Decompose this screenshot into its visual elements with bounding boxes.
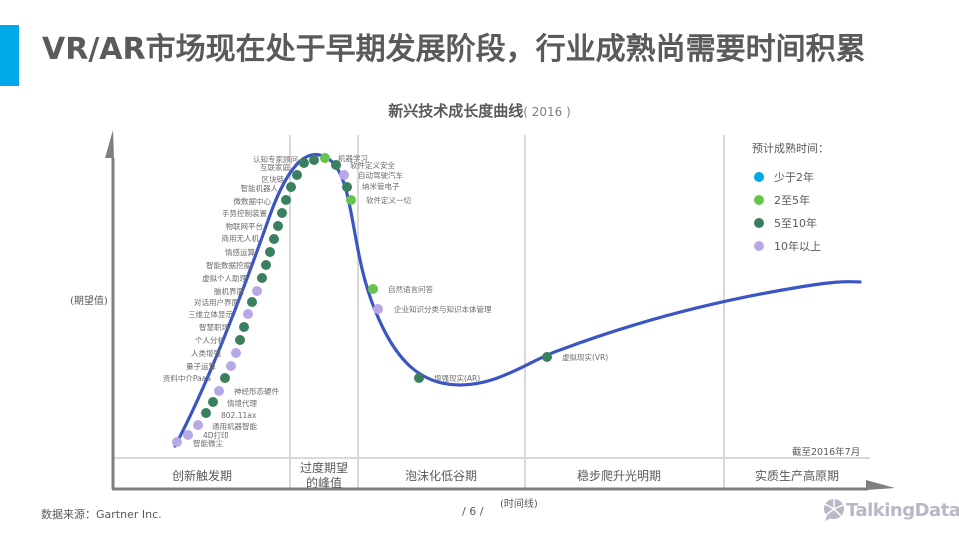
talkingdata-logo: TalkingData <box>822 498 959 522</box>
label: 自动驾驶汽车 <box>358 170 403 180</box>
label: 软件定义安全 <box>350 160 395 170</box>
phase-plateau: 实质生产高原期 <box>755 468 839 483</box>
phase-peak-line1: 过度期望 <box>300 460 348 475</box>
label: 认知专家顾问 <box>253 154 298 164</box>
technology-labels-right: 机器学习 软件定义安全 自动驾驶汽车 纳米管电子 软件定义一切 自然语言问答 企… <box>338 153 608 383</box>
technology-points <box>172 153 552 447</box>
phase-peak-line2: 的峰值 <box>306 475 342 490</box>
legend-dot-icon <box>754 171 764 182</box>
chart-title-year: ( 2016 ) <box>523 105 571 119</box>
y-axis-label: (期望值) <box>70 296 108 307</box>
phase-slope: 稳步爬升光明期 <box>577 468 661 483</box>
phase-trough: 泡沫化低谷期 <box>405 469 477 483</box>
label: 企业知识分类与知识本体管理 <box>394 304 492 314</box>
phase-labels: 创新触发期 过度期望 的峰值 泡沫化低谷期 稳步爬升光明期 实质生产高原期 <box>172 460 839 490</box>
label: 互联家庭 <box>260 162 290 172</box>
label: 个人分析 <box>195 335 225 345</box>
legend-dot-icon <box>754 240 764 251</box>
label: 软件定义一切 <box>366 195 411 205</box>
label: 虚拟个人助理 <box>202 273 247 283</box>
hype-curve <box>173 153 862 448</box>
legend-dot-icon <box>754 194 764 205</box>
as-of-date: 截至2016年7月 <box>792 447 861 458</box>
legend-item: 10年以上 <box>752 234 829 257</box>
legend-label: 5至10年 <box>774 216 817 230</box>
label: 虚拟现实(VR) <box>562 352 608 362</box>
label: 三维立体显示 <box>188 309 233 319</box>
legend-title: 预计成熟时间： <box>752 142 829 155</box>
label: 资料中介PaaS <box>163 373 211 383</box>
legend-item: 少于2年 <box>752 165 829 188</box>
x-axis-arrow-icon <box>866 480 895 490</box>
label: 4D打印 <box>203 430 229 440</box>
slide-title: VR/AR市场现在处于早期发展阶段，行业成熟尚需要时间积累 <box>42 32 866 67</box>
x-axis-label: (时间线) <box>500 499 538 510</box>
label: 智能微尘 <box>193 438 223 448</box>
technology-labels-left: 认知专家顾问 互联家庭 区块链 智能机器人 微数据中心 手势控制装置 物联网平台… <box>163 154 298 383</box>
legend-label: 少于2年 <box>774 170 814 184</box>
label: 神经形态硬件 <box>234 386 279 396</box>
page-number: / 6 / <box>462 505 484 518</box>
label: 802.11ax <box>221 411 257 420</box>
phase-dividers <box>114 135 870 490</box>
label: 机器学习 <box>338 153 368 163</box>
phase-innovation-trigger: 创新触发期 <box>172 468 232 483</box>
label: 人类增强 <box>191 348 221 358</box>
legend-item: 5至10年 <box>752 211 829 234</box>
label: 通用机器智能 <box>212 421 257 431</box>
label: 智慧职场 <box>199 322 229 332</box>
label: 智能机器人 <box>241 183 279 193</box>
label: 对话用户界面 <box>194 297 239 307</box>
technology-labels-lower: 神经形态硬件 情境代理 802.11ax 通用机器智能 4D打印 智能微尘 <box>193 386 279 448</box>
label: 脑机界面 <box>214 286 244 296</box>
label: 增强现实(AR) <box>434 373 480 383</box>
label: 手势控制装置 <box>222 208 267 218</box>
label: 情境代理 <box>227 398 257 408</box>
legend-label: 2至5年 <box>774 193 810 207</box>
legend: 预计成熟时间： 少于2年 2至5年 5至10年 10年以上 <box>752 140 829 257</box>
logo-text: TalkingData <box>846 499 959 521</box>
legend-item: 2至5年 <box>752 188 829 211</box>
y-axis-arrow-icon <box>105 130 114 158</box>
chart-title-text: 新兴技术成长度曲线 <box>388 102 524 120</box>
label: 纳米管电子 <box>362 181 400 191</box>
label: 情感运算 <box>225 247 255 257</box>
chart-title: 新兴技术成长度曲线( 2016 ) <box>0 100 959 121</box>
label: 智能数据挖掘 <box>206 260 251 270</box>
title-accent-bar <box>0 25 19 86</box>
label: 物联网平台 <box>226 221 264 231</box>
axes <box>105 130 895 491</box>
legend-dot-icon <box>754 217 764 228</box>
label: 量子运算 <box>186 361 216 371</box>
label: 微数据中心 <box>234 196 272 206</box>
logo-pie-icon <box>824 499 844 521</box>
data-source: 数据来源：Gartner Inc. <box>41 508 162 521</box>
label: 区块链 <box>262 174 285 184</box>
label: 商用无人机 <box>222 233 260 243</box>
label: 自然语言问答 <box>388 284 433 294</box>
legend-label: 10年以上 <box>774 239 821 253</box>
